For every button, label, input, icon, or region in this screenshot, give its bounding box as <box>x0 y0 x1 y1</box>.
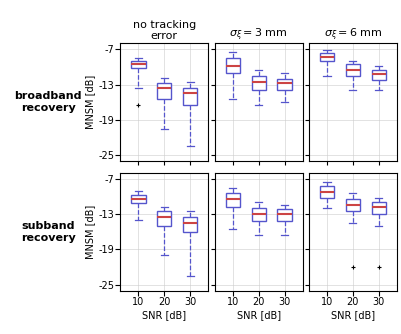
PathPatch shape <box>372 70 386 80</box>
PathPatch shape <box>251 76 266 91</box>
PathPatch shape <box>183 88 197 105</box>
X-axis label: SNR [dB]: SNR [dB] <box>331 310 375 320</box>
PathPatch shape <box>346 64 360 76</box>
Title: $\sigma_\xi = 6$ mm: $\sigma_\xi = 6$ mm <box>324 27 382 43</box>
Title: $\sigma_\xi = 3$ mm: $\sigma_\xi = 3$ mm <box>229 27 288 43</box>
PathPatch shape <box>320 186 334 198</box>
PathPatch shape <box>131 195 146 203</box>
Text: broadband
recovery: broadband recovery <box>14 92 82 113</box>
Text: subband
recovery: subband recovery <box>21 221 75 242</box>
X-axis label: SNR [dB]: SNR [dB] <box>237 310 281 320</box>
PathPatch shape <box>183 217 197 232</box>
PathPatch shape <box>157 211 172 226</box>
Title: no tracking
error: no tracking error <box>133 20 196 41</box>
PathPatch shape <box>277 79 292 91</box>
PathPatch shape <box>251 208 266 221</box>
Y-axis label: MNSM [dB]: MNSM [dB] <box>85 205 95 259</box>
PathPatch shape <box>226 58 240 73</box>
X-axis label: SNR [dB]: SNR [dB] <box>142 310 186 320</box>
PathPatch shape <box>131 61 146 68</box>
PathPatch shape <box>320 53 334 61</box>
PathPatch shape <box>346 199 360 211</box>
Y-axis label: MNSM [dB]: MNSM [dB] <box>85 75 95 129</box>
PathPatch shape <box>157 84 172 99</box>
PathPatch shape <box>277 209 292 221</box>
PathPatch shape <box>226 193 240 207</box>
PathPatch shape <box>372 202 386 214</box>
